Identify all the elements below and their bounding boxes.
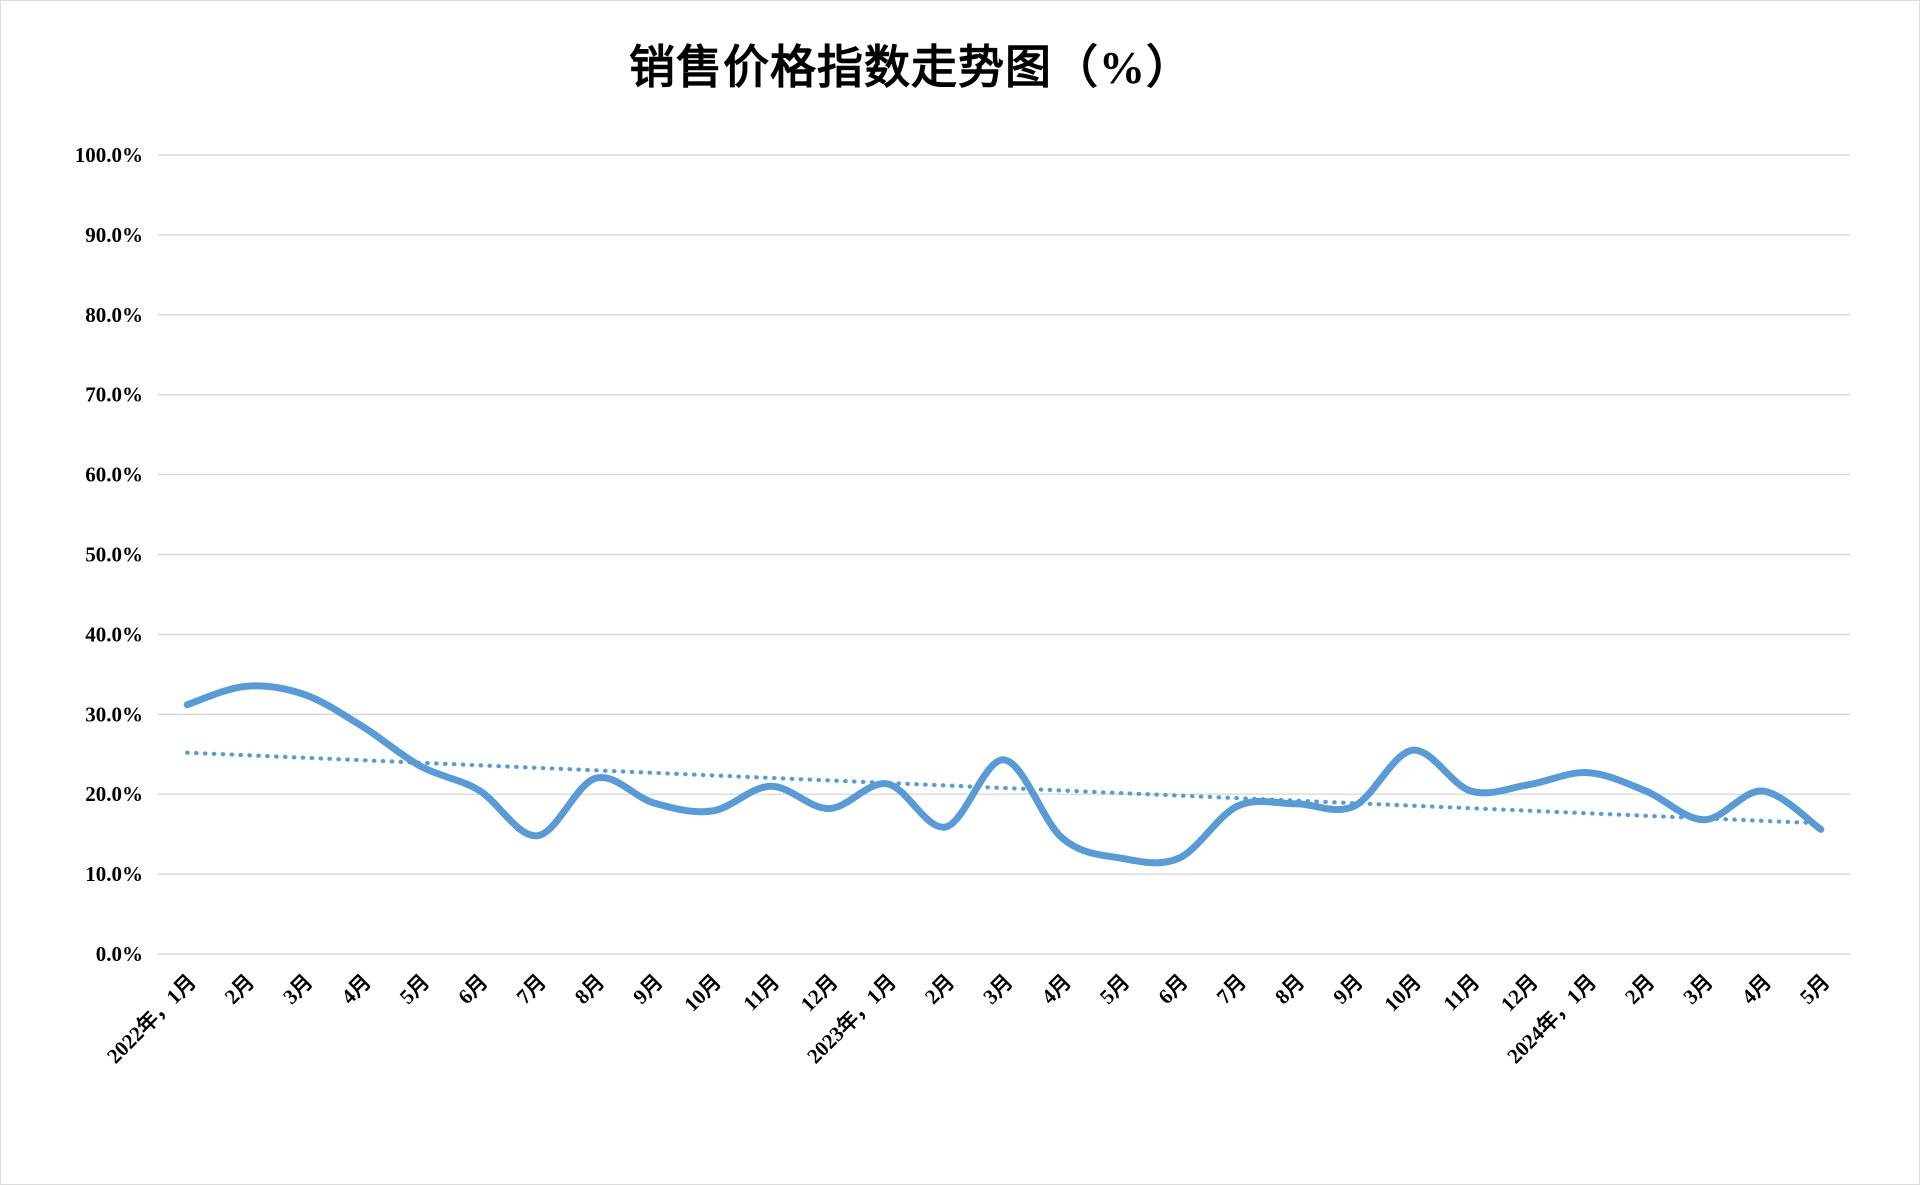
y-axis-label: 20.0%	[85, 782, 143, 806]
x-axis-label: 10月	[1379, 970, 1426, 1017]
x-axis-label: 5月	[1795, 970, 1834, 1009]
y-axis-label: 80.0%	[85, 303, 143, 327]
y-axis-label: 100.0%	[75, 143, 143, 167]
x-axis-label: 2月	[920, 970, 959, 1009]
y-axis-label: 50.0%	[85, 543, 143, 567]
y-axis-label: 30.0%	[85, 702, 143, 726]
x-axis-label: 5月	[395, 970, 434, 1009]
x-axis-label: 7月	[1212, 970, 1251, 1009]
x-axis-label: 10月	[679, 970, 726, 1017]
x-axis-label: 3月	[978, 970, 1017, 1009]
x-axis-label: 2月	[1620, 970, 1659, 1009]
x-axis-label: 7月	[512, 970, 551, 1009]
gridlines	[158, 154, 1850, 955]
chart-title: 销售价格指数走势图（%）	[629, 42, 1193, 93]
y-axis-labels: 0.0% 10.0% 20.0% 30.0% 40.0% 50.0% 60.0% 70.0% 8…	[75, 143, 143, 966]
y-axis-label: 10.0%	[85, 862, 143, 886]
y-axis-label: 0.0%	[96, 942, 143, 966]
x-axis-label: 5月	[1095, 970, 1134, 1009]
x-axis-label: 11月	[1438, 970, 1484, 1016]
x-axis-label: 11月	[738, 970, 784, 1016]
x-axis-label: 9月	[628, 970, 667, 1009]
trend-line	[185, 750, 1823, 826]
x-axis-label: 4月	[1037, 970, 1076, 1009]
y-axis-label: 60.0%	[85, 463, 143, 487]
x-axis-label: 12月	[1496, 970, 1543, 1017]
x-axis-label: 4月	[1737, 970, 1776, 1009]
x-axis-label: 12月	[796, 970, 843, 1017]
y-axis-label: 40.0%	[85, 622, 143, 646]
x-axis-label: 3月	[278, 970, 317, 1009]
y-axis-label: 90.0%	[85, 223, 143, 247]
x-axis-label: 8月	[1270, 970, 1309, 1009]
x-axis-label: 2022年，1月	[102, 970, 201, 1069]
x-axis-label: 8月	[570, 970, 609, 1009]
series-line	[183, 682, 1825, 867]
x-axis-label: 9月	[1328, 970, 1367, 1009]
x-axis-labels: 2022年，1月 2月 3月 4月 5月 6月 7月 8月 9月 10月 11月 12月2023年，1…	[102, 970, 1834, 1069]
y-axis-label: 70.0%	[85, 383, 143, 407]
x-axis-label: 2月	[220, 970, 259, 1009]
x-axis-label: 3月	[1678, 970, 1717, 1009]
x-axis-label: 6月	[1153, 970, 1192, 1009]
x-axis-label: 4月	[336, 970, 375, 1009]
x-axis-label: 6月	[453, 970, 492, 1009]
